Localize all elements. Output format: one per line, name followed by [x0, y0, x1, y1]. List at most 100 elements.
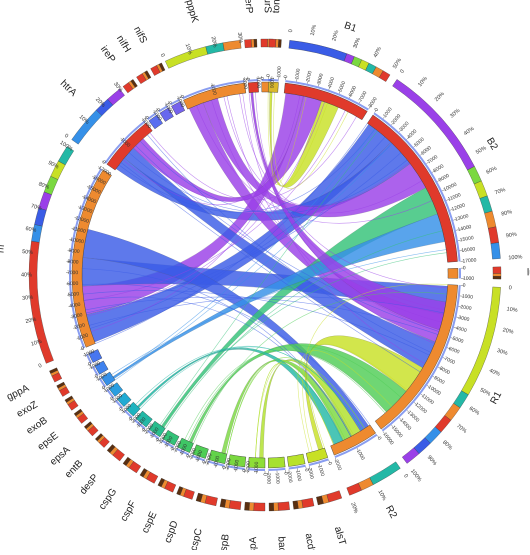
outer-stack-lutA	[493, 274, 501, 277]
percent-label: 10%	[417, 76, 429, 88]
segment-label-cspG: cspG	[97, 486, 120, 512]
percent-label: 100%	[409, 468, 422, 483]
outer-stack-R1	[461, 287, 500, 395]
tick-label: 14000	[398, 417, 412, 431]
percent-label: 60%	[485, 166, 498, 176]
outer-stack-surS	[261, 39, 268, 47]
tick-label: 6000	[420, 145, 433, 157]
tick-label: 10000	[427, 384, 442, 397]
segment-label-tonB: tonB	[271, 0, 283, 13]
percent-label: 80%	[441, 440, 453, 452]
tick-label: 14000	[457, 224, 472, 233]
segment-label-ireP: ireP	[98, 44, 117, 65]
segment-label-exoZ: exoZ	[15, 399, 40, 420]
segment-label-nifS: nifS	[131, 25, 149, 46]
tick-label: 3000	[458, 315, 470, 323]
tick-label: 1000	[268, 77, 274, 89]
tick-label: 6000	[348, 85, 358, 98]
segment-label-cspB: cspB	[218, 533, 232, 550]
tick-label: 9000	[433, 375, 446, 386]
tick-label: 11000	[447, 192, 462, 203]
outer-stack-R2	[370, 462, 401, 485]
percent-label: 30%	[449, 108, 461, 120]
outer-stack-bacB	[278, 502, 290, 511]
percent-label: 60%	[468, 406, 481, 417]
outer-stack-bacB	[269, 503, 274, 511]
percent-label: 0	[38, 363, 43, 370]
tick-label: 16000	[461, 246, 476, 254]
percent-label: 10%	[377, 489, 388, 502]
tick-label: 0	[258, 77, 264, 80]
outer-stack-tonB	[278, 39, 281, 47]
tick-label: 1000	[274, 472, 281, 484]
segment-label-alsT: alsT	[332, 525, 348, 546]
segment-label-cspF: cspF	[119, 499, 139, 523]
segment-label-epsA: epsA	[48, 444, 73, 468]
outer-stack-bacB	[273, 503, 278, 511]
tick-label: 8000	[368, 96, 379, 109]
percent-label: 0	[159, 53, 166, 58]
tick-label: 1000	[276, 66, 283, 78]
percent-label: 40%	[488, 368, 501, 378]
tick-label: 8000	[432, 163, 445, 174]
outer-stack-cspA	[249, 502, 254, 510]
tick-label: 17000	[462, 258, 477, 265]
percent-label: 0	[63, 133, 69, 140]
tick-label: 7000	[443, 356, 456, 366]
tick-label: 0	[374, 107, 381, 113]
inner-arc-lutA	[448, 268, 458, 278]
tick-label: 8000	[67, 259, 79, 266]
percent-label: 10%	[310, 24, 318, 36]
percent-label: 50%	[392, 57, 403, 70]
outer-stack-B1	[289, 40, 347, 61]
tick-label: 13000	[406, 410, 420, 424]
tick-label: 0	[463, 265, 466, 271]
tick-label: 1000	[382, 106, 394, 119]
segment-label-desP: desP	[78, 472, 101, 497]
percent-label: 100%	[508, 254, 523, 261]
outer-stack-alsT	[327, 491, 342, 503]
tick-label: 0	[266, 74, 272, 77]
tick-label: 0	[376, 436, 383, 442]
tick-label: 12000	[451, 202, 466, 212]
percent-label: 0	[399, 69, 406, 75]
outer-stack-cspC	[205, 495, 218, 505]
tick-label: 1000	[294, 68, 302, 80]
outer-stack-B2	[480, 196, 492, 213]
tick-label: 10000	[443, 182, 458, 193]
percent-label: 50%	[475, 145, 488, 156]
tick-label: 3000	[316, 73, 325, 86]
percent-label: 0	[402, 473, 409, 479]
segment-label-cspE: cspE	[140, 510, 160, 535]
tick-label: 1000	[316, 465, 325, 478]
outer-stack-serP	[244, 39, 251, 47]
inner-band-lutA	[459, 268, 461, 278]
percent-label: 20%	[331, 30, 340, 42]
percent-label: 70%	[455, 423, 467, 435]
outer-stack-acdS	[293, 501, 299, 510]
outer-stack-cspA	[244, 502, 249, 510]
percent-label: 10%	[506, 306, 518, 313]
tick-label: 11000	[420, 393, 435, 406]
segment-label-gppA: gppA	[5, 383, 31, 403]
segment-label-pppK: pppK	[183, 0, 200, 24]
percent-label: 30%	[352, 37, 362, 50]
outer-stack-cspA	[254, 503, 265, 511]
percent-label: 80%	[501, 209, 513, 218]
tick-label: 7000	[67, 270, 78, 276]
percent-label: 50%	[479, 387, 492, 398]
tick-label: 0	[262, 473, 268, 476]
segment-label-entB: entB	[63, 458, 85, 481]
tick-label: 2000	[305, 70, 313, 82]
tick-label: 0	[283, 75, 289, 79]
tick-label: 16000	[382, 432, 395, 447]
tick-label: 0	[463, 283, 466, 289]
percent-label: 0	[508, 285, 511, 291]
percent-label: 30%	[22, 295, 34, 302]
tick-label: 9000	[68, 248, 80, 255]
tick-label: 1000	[254, 461, 260, 473]
segment-label-epsE: epsE	[36, 430, 61, 453]
outer-stack-B2	[474, 181, 487, 199]
tick-label: 2000	[333, 459, 343, 472]
